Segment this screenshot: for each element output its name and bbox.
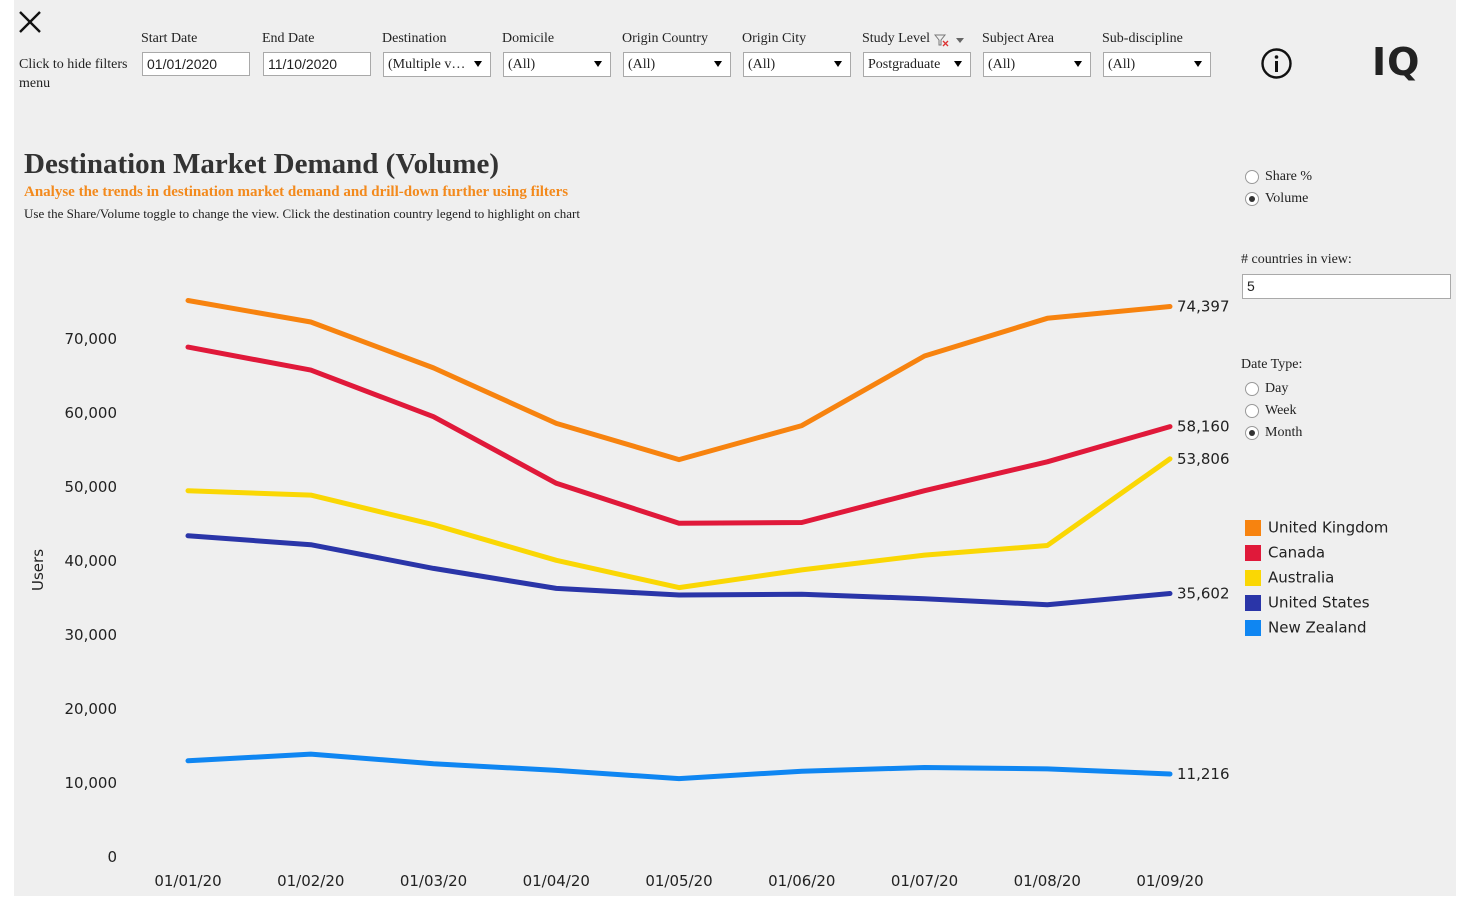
chevron-down-icon	[714, 61, 722, 67]
y-tick-label: 50,000	[65, 478, 118, 496]
x-tick-label: 01/03/20	[400, 872, 467, 890]
legend-swatch	[1245, 569, 1261, 586]
countries-in-view-input[interactable]: 5	[1242, 274, 1451, 299]
info-icon[interactable]	[1260, 47, 1293, 80]
y-tick-label: 60,000	[65, 404, 118, 422]
radio-week-circle	[1245, 403, 1259, 418]
close-icon[interactable]	[16, 8, 44, 36]
end-value-label-united-states: 35,602	[1177, 585, 1230, 603]
x-tick-label: 01/05/20	[645, 872, 712, 890]
dashboard-panel	[14, 0, 1456, 896]
countries-in-view-label: # countries in view:	[1241, 252, 1352, 267]
chevron-down-icon	[954, 61, 962, 67]
series-line-australia	[185, 456, 1173, 591]
x-tick-label: 01/06/20	[768, 872, 835, 890]
legend-item-new-zealand[interactable]: New Zealand	[1245, 618, 1367, 638]
x-tick-label: 01/07/20	[891, 872, 958, 890]
domicile-label: Domicile	[502, 31, 555, 46]
chevron-down-icon	[1194, 61, 1202, 67]
legend-swatch	[1245, 619, 1261, 636]
end-date-label: End Date	[262, 31, 315, 46]
study-level-select[interactable]: Postgraduate	[863, 52, 971, 77]
end-value-label-united-kingdom: 74,397	[1177, 297, 1230, 315]
radio-day-circle	[1245, 381, 1259, 396]
origin-city-select[interactable]: (All)	[743, 52, 851, 77]
series-line-united-states	[185, 533, 1173, 608]
destination-label: Destination	[382, 31, 447, 46]
x-tick-label: 01/01/20	[154, 872, 221, 890]
legend-item-australia[interactable]: Australia	[1245, 568, 1334, 588]
y-tick-label: 70,000	[65, 330, 118, 348]
clear-filter-icon[interactable]	[934, 33, 970, 47]
legend-item-united-states[interactable]: United States	[1245, 593, 1370, 613]
hide-filters-link[interactable]: Click to hide filters menu	[19, 57, 128, 91]
radio-month-circle	[1245, 425, 1259, 440]
radio-share-circle	[1245, 169, 1259, 184]
sub-discipline-label: Sub-discipline	[1102, 31, 1183, 46]
y-tick-label: 40,000	[65, 552, 118, 570]
page-title: Destination Market Demand (Volume)	[24, 148, 499, 180]
date-type-label: Date Type:	[1241, 357, 1303, 372]
y-axis-label: Users	[29, 549, 47, 591]
page-instructions: Use the Share/Volume toggle to change th…	[24, 206, 580, 221]
end-date-input[interactable]: 11/10/2020	[263, 52, 371, 76]
series-line-united-kingdom	[185, 298, 1173, 463]
study-level-label: Study Level	[862, 31, 930, 47]
y-tick-label: 10,000	[65, 774, 118, 792]
end-value-label-australia: 53,806	[1177, 450, 1230, 468]
legend-swatch	[1245, 519, 1261, 536]
origin-city-label: Origin City	[742, 31, 807, 46]
page-subtitle: Analyse the trends in destination market…	[24, 184, 569, 200]
origin-country-label: Origin Country	[622, 31, 708, 46]
chevron-down-icon	[474, 61, 482, 67]
start-date-input[interactable]: 01/01/2020	[142, 52, 250, 76]
series-line-new-zealand	[185, 751, 1173, 782]
chevron-down-icon	[1074, 61, 1082, 67]
domicile-select[interactable]: (All)	[503, 52, 611, 77]
month-radio[interactable]: Month	[1245, 425, 1302, 445]
origin-country-select[interactable]: (All)	[623, 52, 731, 77]
y-tick-label: 30,000	[65, 626, 118, 644]
x-tick-label: 01/02/20	[277, 872, 344, 890]
legend-label: United States	[1268, 593, 1370, 612]
subject-area-select[interactable]: (All)	[983, 52, 1091, 77]
volume-radio[interactable]: Volume	[1245, 191, 1308, 211]
start-date-label: Start Date	[141, 31, 198, 46]
radio-volume-circle	[1245, 191, 1259, 206]
y-tick-label: 0	[107, 848, 117, 866]
iq-logo: IQ	[1372, 40, 1421, 84]
legend-item-canada[interactable]: Canada	[1245, 543, 1325, 563]
subject-area-label: Subject Area	[982, 31, 1054, 46]
end-value-label-canada: 58,160	[1177, 418, 1230, 436]
day-radio-label: Day	[1265, 381, 1289, 396]
volume-radio-label: Volume	[1265, 191, 1309, 206]
legend-item-united-kingdom[interactable]: United Kingdom	[1245, 518, 1388, 538]
chevron-down-icon	[834, 61, 842, 67]
destination-select[interactable]: (Multiple v…	[383, 52, 491, 77]
legend-label: United Kingdom	[1268, 518, 1389, 537]
y-tick-label: 20,000	[65, 700, 118, 718]
legend-label: New Zealand	[1268, 618, 1367, 637]
study-level-label-text: Study Level	[862, 31, 931, 46]
x-tick-label: 01/08/20	[1014, 872, 1081, 890]
day-radio[interactable]: Day	[1245, 381, 1288, 401]
x-tick-label: 01/04/20	[523, 872, 590, 890]
series-line-canada	[185, 344, 1173, 526]
week-radio-label: Week	[1265, 403, 1297, 418]
sub-discipline-select[interactable]: (All)	[1103, 52, 1211, 77]
legend-swatch	[1245, 544, 1261, 561]
legend-label: Canada	[1268, 543, 1326, 562]
share-radio-label: Share %	[1265, 169, 1313, 184]
month-radio-label: Month	[1265, 425, 1303, 440]
end-value-label-new-zealand: 11,216	[1177, 765, 1230, 783]
share-radio[interactable]: Share %	[1245, 169, 1312, 189]
chevron-down-icon	[594, 61, 602, 67]
x-tick-label: 01/09/20	[1136, 872, 1203, 890]
week-radio[interactable]: Week	[1245, 403, 1297, 423]
legend-swatch	[1245, 594, 1261, 611]
legend-label: Australia	[1268, 568, 1335, 587]
